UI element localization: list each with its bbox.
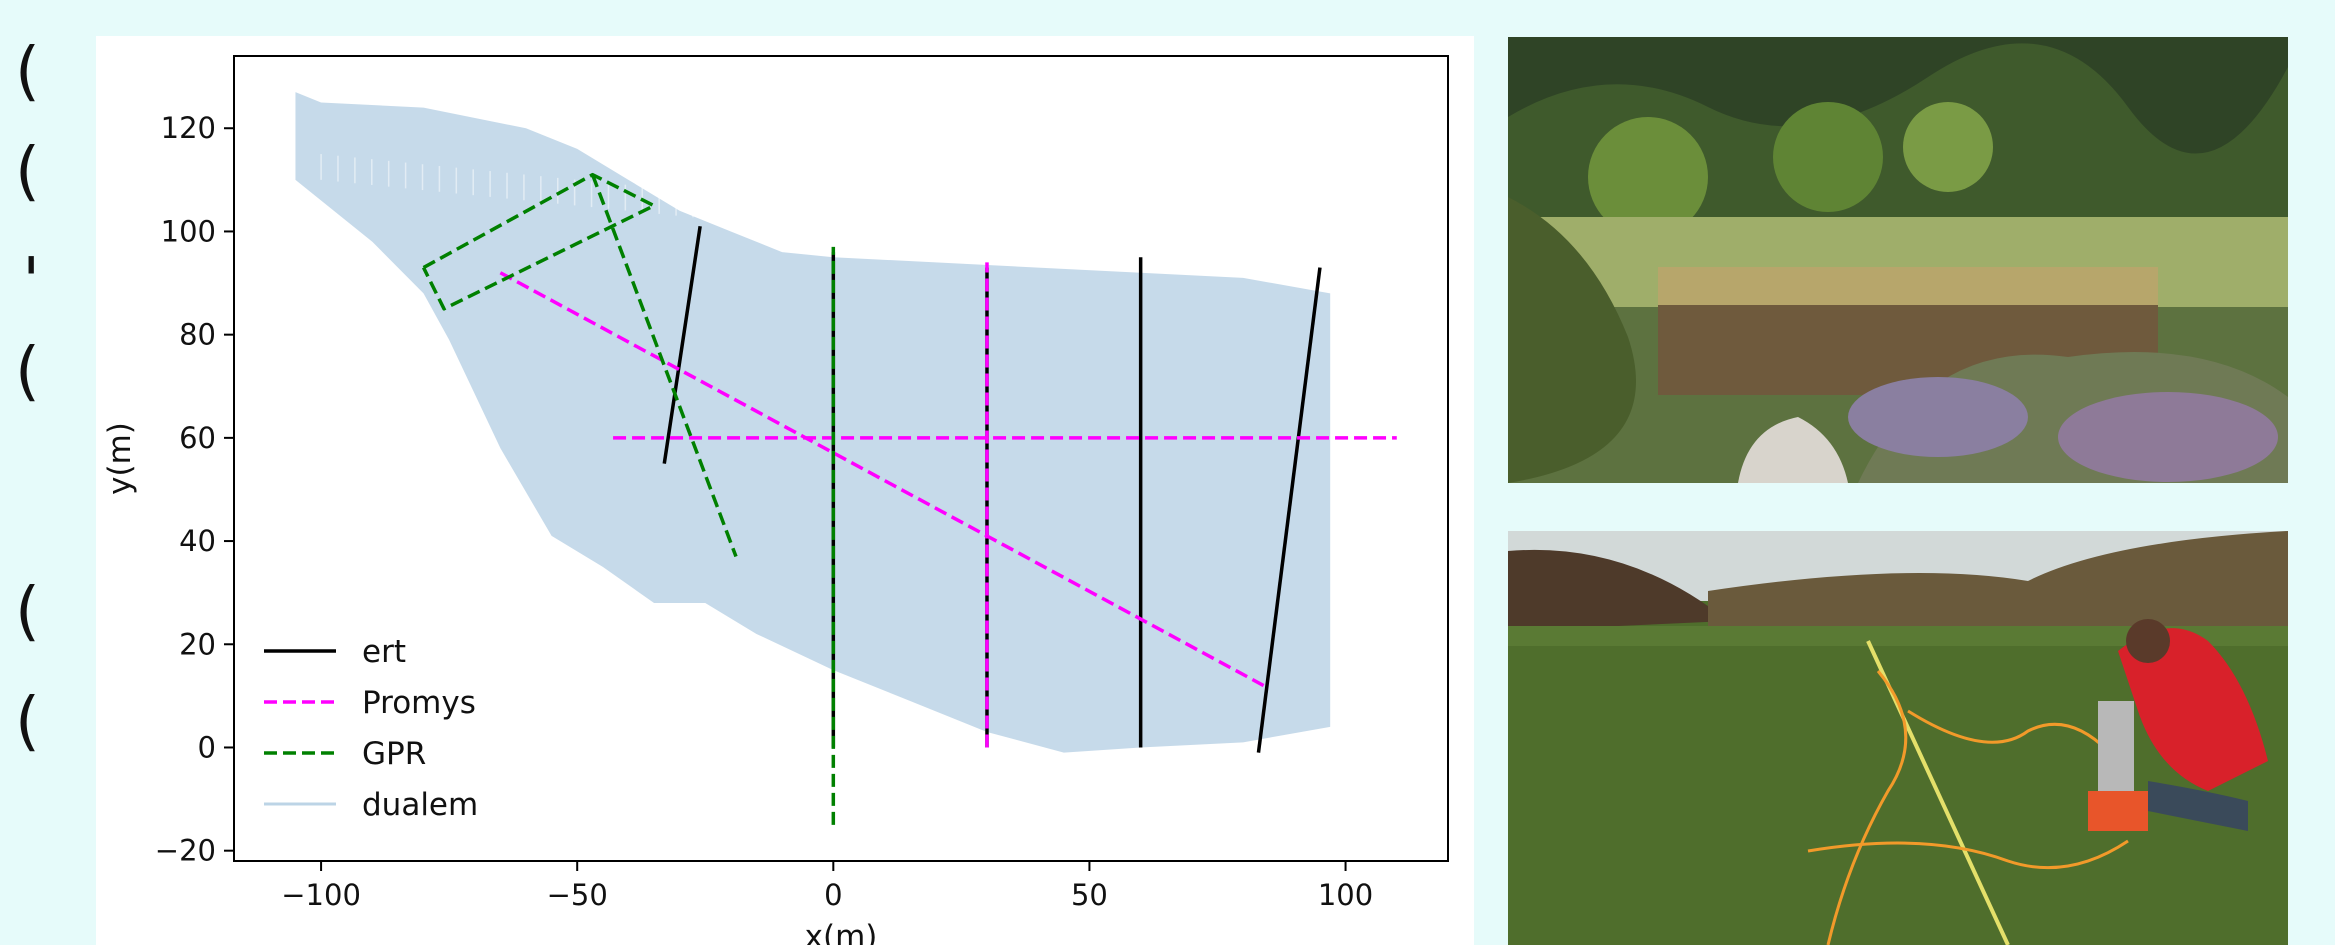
edge-glyph: (	[15, 685, 40, 759]
survey-lines-chart: −100 −50 0 50 100 −20 0 20 40 60 80 100 120 x(m) y(m) e…	[96, 36, 1474, 945]
x-tick-label: 100	[1318, 878, 1373, 912]
y-tick-label: −20	[155, 834, 216, 868]
legend-label-gpr: GPR	[362, 736, 426, 772]
y-axis-title: y(m)	[102, 422, 138, 495]
legend-label-promys: Promys	[362, 685, 476, 721]
y-tick-label: 120	[161, 111, 216, 145]
edge-glyph: '	[22, 245, 40, 319]
cropped-edge-text: ( ( ' ( ( (	[0, 0, 60, 945]
x-tick-label: 50	[1071, 878, 1108, 912]
edge-glyph: (	[15, 335, 40, 409]
y-tick-label: 0	[198, 730, 216, 764]
series-ert-line-0	[662, 226, 702, 464]
x-tick-label: −50	[547, 878, 608, 912]
y-tick-label: 80	[179, 318, 216, 352]
x-tick-label: 0	[824, 878, 842, 912]
series-promys-line-1	[499, 271, 1265, 688]
y-tick-label: 40	[179, 524, 216, 558]
x-axis-title: x(m)	[805, 919, 878, 945]
series-gpr-line-1	[590, 174, 738, 558]
edge-glyph: (	[15, 135, 40, 209]
edge-glyph: (	[15, 575, 40, 649]
y-tick-label: 100	[161, 214, 216, 248]
landscape-photo	[1508, 37, 2288, 483]
legend-label-ert: ert	[362, 634, 406, 670]
y-tick-label: 60	[179, 421, 216, 455]
series-dualem-swath	[295, 92, 1331, 753]
series-ert-line-4	[1256, 267, 1322, 753]
y-tick-label: 20	[179, 627, 216, 661]
chart-svg: −100 −50 0 50 100 −20 0 20 40 60 80 100 120 x(m) y(m) e…	[102, 55, 1449, 945]
legend-label-dualem: dualem	[362, 787, 478, 823]
plot-frame	[233, 55, 1449, 862]
x-tick-label: −100	[281, 878, 361, 912]
field-survey-photo	[1508, 531, 2288, 945]
edge-glyph: (	[15, 35, 40, 109]
